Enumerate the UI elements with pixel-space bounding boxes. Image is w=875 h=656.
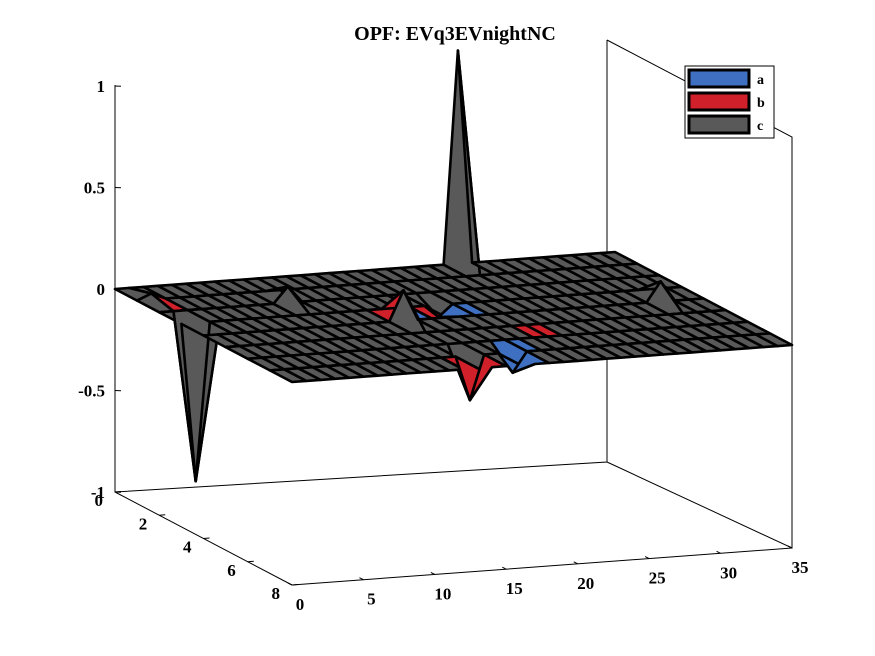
- z-axis: -1 -0.5 0 0.5 1: [78, 77, 122, 502]
- y-tick-mark: [291, 584, 299, 586]
- z-tick-label: -1: [91, 483, 105, 502]
- legend-swatch-a: [687, 68, 751, 89]
- x-tick-mark: [502, 566, 507, 570]
- x-tick-label: 35: [791, 558, 808, 577]
- x-tick-mark: [287, 582, 293, 586]
- x-tick-mark: [359, 577, 364, 581]
- surface-patch: [754, 332, 794, 348]
- x-tick-mark: [787, 545, 793, 549]
- y-tick-label: 0: [95, 491, 104, 510]
- y-tick-label: 2: [139, 514, 148, 533]
- y-tick-mark: [203, 537, 210, 539]
- y-axis: 0 2 4 6 8: [95, 491, 299, 603]
- y-tick-label: 8: [272, 584, 281, 603]
- y-tick-mark: [114, 491, 122, 493]
- z-tick-label: 1: [97, 77, 106, 96]
- x-tick-label: 20: [577, 574, 594, 593]
- legend: a b c: [684, 65, 775, 139]
- x-tick-mark: [644, 556, 650, 560]
- x-tick-label: 0: [296, 595, 305, 614]
- x-tick-label: 25: [649, 569, 666, 588]
- z-tick-label: 0: [97, 280, 106, 299]
- z-tick-label: -0.5: [78, 382, 105, 401]
- x-tick-mark: [430, 571, 436, 575]
- legend-label-c: c: [757, 119, 763, 134]
- front-floor-edge: [291, 547, 793, 586]
- surface-mesh: [113, 49, 794, 483]
- chart-title: OPF: EVq3EVnightNC: [354, 23, 556, 45]
- y-tick-mark: [247, 560, 254, 563]
- y-tick-label: 6: [227, 561, 236, 580]
- x-axis: 0 5 10 15 20 25 30 35: [287, 545, 808, 614]
- x-tick-label: 10: [434, 584, 451, 603]
- legend-label-b: b: [757, 96, 765, 111]
- x-tick-mark: [716, 550, 721, 554]
- y-tick-mark: [159, 514, 166, 516]
- legend-swatch-b: [687, 91, 751, 112]
- x-tick-label: 30: [720, 563, 737, 582]
- x-tick-label: 15: [506, 579, 523, 598]
- x-tick-mark: [573, 561, 578, 565]
- x-tick-label: 5: [367, 590, 376, 609]
- legend-swatch-c: [687, 114, 751, 135]
- y-tick-label: 4: [183, 538, 192, 557]
- z-tick-label: 0.5: [84, 179, 105, 198]
- legend-label-a: a: [757, 73, 764, 88]
